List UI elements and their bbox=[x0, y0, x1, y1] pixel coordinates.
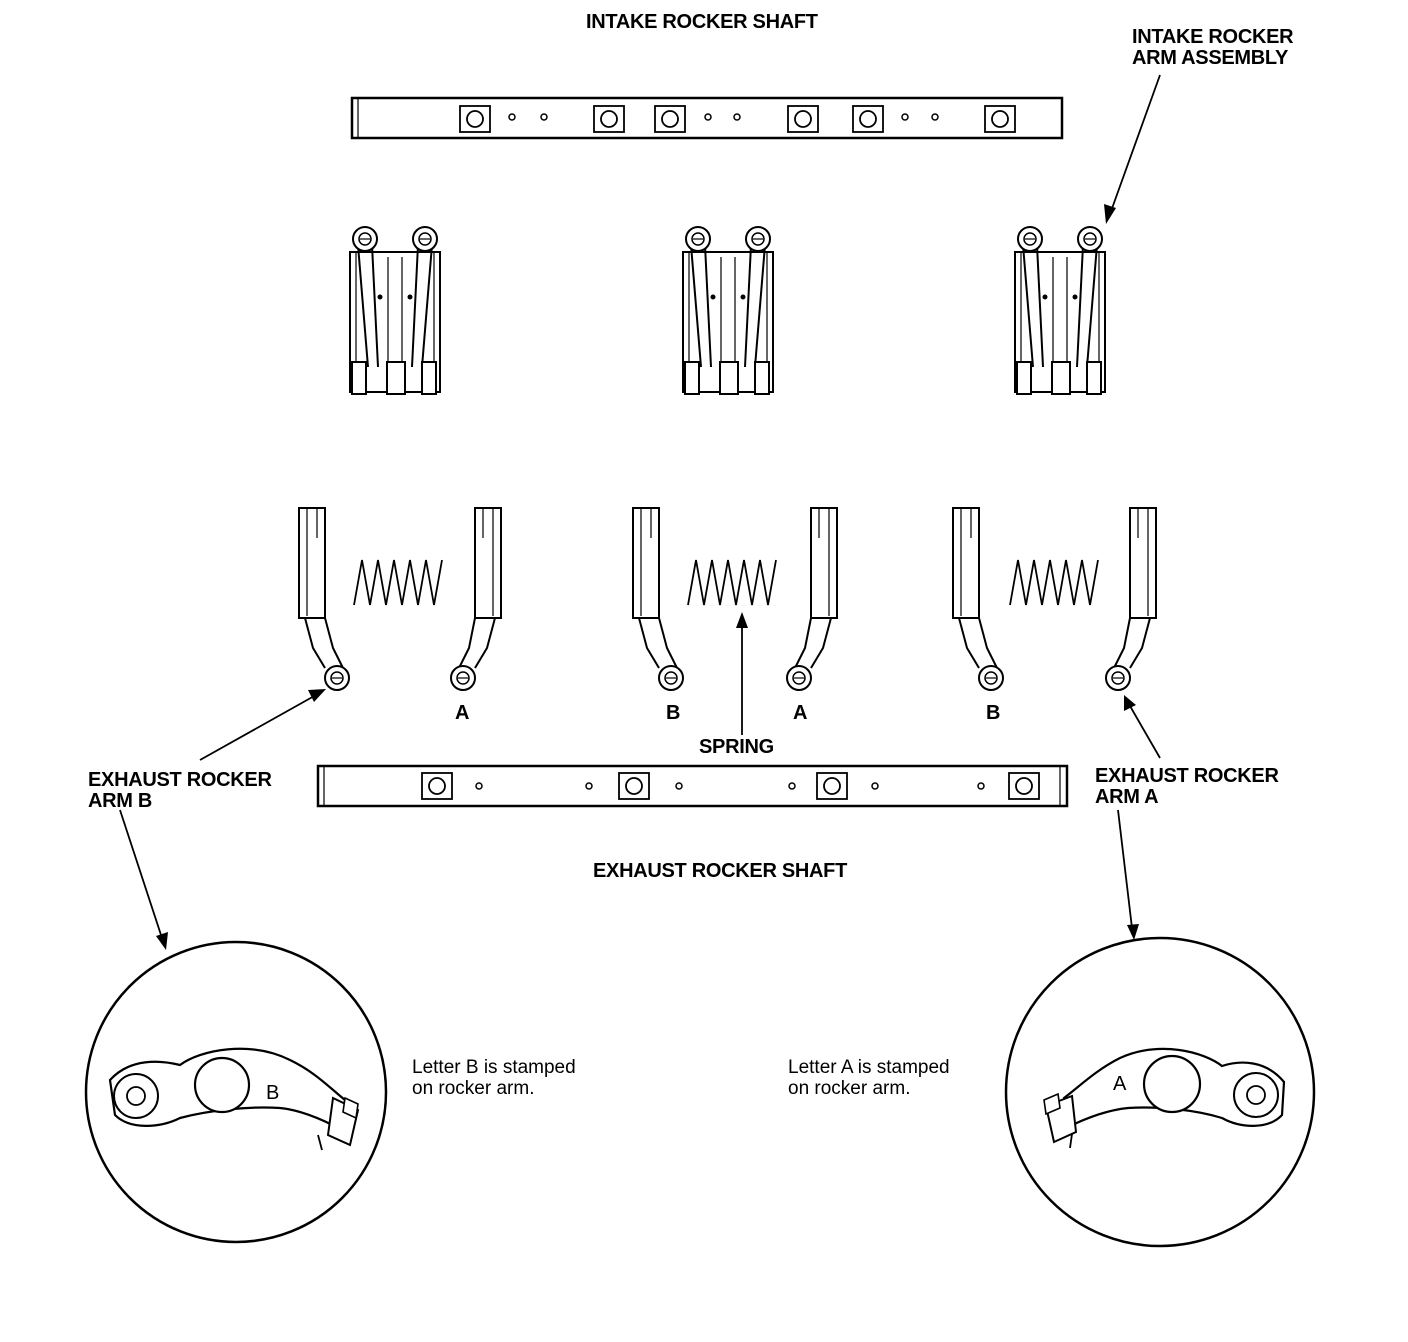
note-letter-a: Letter A is stamped on rocker arm. bbox=[788, 1057, 950, 1099]
note-a-line-2: on rocker arm. bbox=[788, 1078, 911, 1099]
intake-assembly-line-2: ARM ASSEMBLY bbox=[1132, 47, 1289, 69]
exhaust-rocker-arm-b-label: EXHAUST ROCKER ARM B bbox=[88, 770, 272, 812]
leader-intake-assembly bbox=[1104, 74, 1161, 224]
exhaust-b-line-2: ARM B bbox=[88, 790, 153, 812]
spring-label: SPRING bbox=[699, 736, 774, 758]
exhaust-arm-a-left bbox=[450, 507, 502, 691]
intake-rocker-arm-assembly-label: INTAKE ROCKER ARM ASSEMBLY bbox=[1132, 26, 1294, 69]
exhaust-arm-a-right bbox=[1105, 507, 1157, 691]
spring-left bbox=[353, 559, 443, 606]
exhaust-arm-b-center bbox=[632, 507, 684, 691]
leader-exhaust-arm-a bbox=[1124, 695, 1161, 759]
inset-exhaust-arm-b bbox=[84, 940, 388, 1244]
inset-stamped-letter-a: A bbox=[1113, 1073, 1127, 1095]
note-b-line-2: on rocker arm. bbox=[412, 1078, 535, 1099]
exhaust-arm-b-left bbox=[298, 507, 350, 691]
note-a-line-1: Letter A is stamped bbox=[788, 1057, 950, 1078]
intake-rocker-arm-left bbox=[349, 226, 441, 395]
exhaust-rocker-shaft-label: EXHAUST ROCKER SHAFT bbox=[593, 860, 848, 882]
letter-label-b-center: B bbox=[666, 702, 681, 724]
letter-label-a-center: A bbox=[793, 702, 808, 724]
note-b-line-1: Letter B is stamped bbox=[412, 1057, 576, 1078]
exhaust-b-line-1: EXHAUST ROCKER bbox=[88, 769, 272, 791]
spring-center bbox=[687, 559, 777, 606]
inset-stamped-letter-b: B bbox=[266, 1082, 280, 1104]
exhaust-rocker-shaft bbox=[316, 764, 1069, 808]
exhaust-arm-a-center bbox=[786, 507, 838, 691]
intake-rocker-arm-center bbox=[682, 226, 774, 395]
letter-label-b-right: B bbox=[986, 702, 1001, 724]
exhaust-a-line-1: EXHAUST ROCKER bbox=[1095, 765, 1279, 787]
intake-rocker-shaft-label: INTAKE ROCKER SHAFT bbox=[586, 11, 818, 33]
inset-exhaust-arm-a bbox=[1004, 936, 1316, 1248]
exhaust-arm-b-right bbox=[952, 507, 1004, 691]
intake-rocker-arm-right bbox=[1014, 226, 1106, 395]
leader-inset-b bbox=[119, 809, 168, 950]
intake-assembly-line-1: INTAKE ROCKER bbox=[1132, 26, 1294, 48]
leader-inset-a bbox=[1117, 809, 1139, 940]
exhaust-a-line-2: ARM A bbox=[1095, 786, 1159, 808]
letter-label-a-left: A bbox=[455, 702, 470, 724]
note-letter-b: Letter B is stamped on rocker arm. bbox=[412, 1057, 576, 1099]
leader-exhaust-arm-b bbox=[199, 689, 326, 761]
intake-rocker-shaft bbox=[350, 96, 1064, 140]
spring-right bbox=[1009, 559, 1099, 606]
exhaust-rocker-arm-a-label: EXHAUST ROCKER ARM A bbox=[1095, 766, 1279, 808]
leader-spring bbox=[736, 612, 748, 735]
